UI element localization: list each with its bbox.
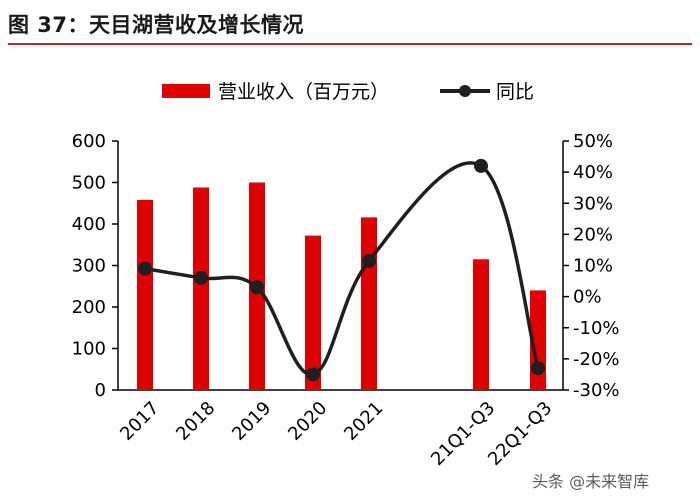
revenue-bar-2017 bbox=[137, 199, 153, 390]
right-tick-label: -10% bbox=[573, 318, 620, 339]
x-tick-label: 2021 bbox=[340, 398, 387, 445]
left-tick-label: 300 bbox=[72, 256, 106, 277]
revenue-bar-2018 bbox=[193, 187, 209, 390]
yoy-point-22Q1-Q3 bbox=[531, 361, 545, 376]
legend-line-label: 同比 bbox=[496, 81, 534, 103]
left-tick-label: 0 bbox=[95, 380, 106, 401]
right-tick-label: 20% bbox=[573, 224, 613, 245]
yoy-growth-line bbox=[144, 161, 540, 377]
left-tick-label: 200 bbox=[72, 297, 106, 318]
yoy-point-2017 bbox=[138, 261, 152, 276]
x-tick-label: 2020 bbox=[284, 398, 331, 445]
legend-bar-swatch bbox=[162, 84, 210, 98]
legend-bar-label: 营业收入（百万元） bbox=[218, 81, 389, 103]
right-tick-label: 30% bbox=[573, 193, 613, 214]
right-tick-label: 50% bbox=[573, 131, 613, 152]
yoy-point-21Q1-Q3 bbox=[474, 158, 488, 173]
x-tick-label: 2018 bbox=[172, 398, 219, 445]
right-tick-label: -20% bbox=[573, 349, 620, 370]
legend-line-marker bbox=[459, 85, 471, 97]
revenue-bar-2021 bbox=[361, 217, 377, 390]
right-tick-label: 40% bbox=[573, 162, 613, 183]
yoy-point-2021 bbox=[362, 253, 376, 268]
yoy-point-2020 bbox=[306, 367, 320, 382]
watermark: 头条 @未来智库 bbox=[532, 472, 650, 491]
right-tick-label: 10% bbox=[573, 256, 613, 277]
yoy-point-2019 bbox=[250, 280, 264, 295]
x-tick-label: 2017 bbox=[116, 398, 163, 445]
left-tick-label: 100 bbox=[72, 339, 106, 360]
revenue-bar-2020 bbox=[305, 235, 321, 390]
revenue-bar-21Q1-Q3 bbox=[473, 259, 489, 390]
legend: 营业收入（百万元） 同比 bbox=[162, 81, 534, 103]
left-tick-label: 500 bbox=[72, 173, 106, 194]
right-tick-label: 0% bbox=[573, 287, 602, 308]
figure-title: 图 37：天目湖营收及增长情况 bbox=[8, 13, 305, 37]
title-rule bbox=[8, 43, 692, 45]
yoy-point-2018 bbox=[194, 270, 208, 285]
x-tick-label: 2019 bbox=[228, 398, 275, 445]
left-tick-label: 600 bbox=[72, 131, 106, 152]
left-tick-label: 400 bbox=[72, 214, 106, 235]
right-tick-label: -30% bbox=[573, 380, 620, 401]
